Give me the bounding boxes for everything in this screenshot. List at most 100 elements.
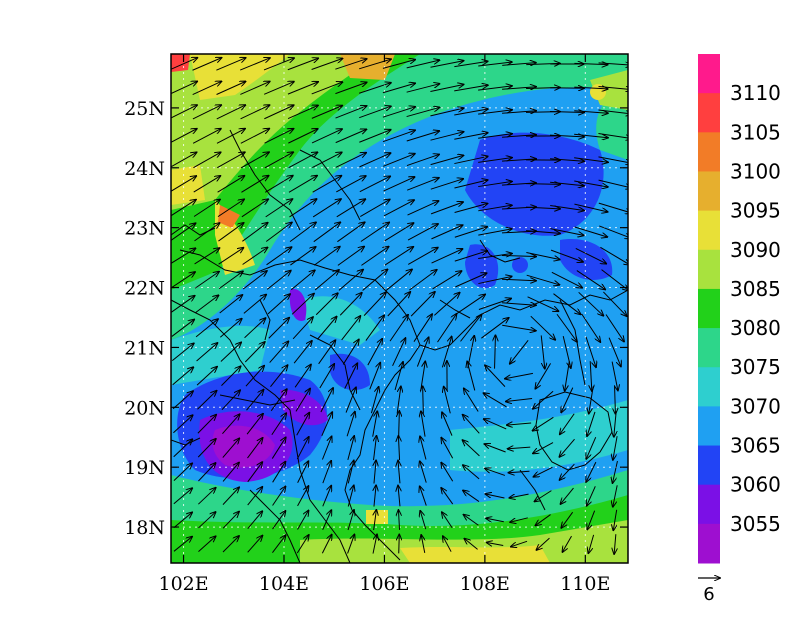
colorbar-swatch — [698, 288, 720, 329]
wind-vector — [267, 294, 290, 315]
wind-vector — [374, 510, 377, 531]
wind-vector — [478, 253, 512, 260]
y-tick-label: 22N — [124, 278, 165, 300]
wind-vector — [171, 248, 196, 264]
y-tick-label: 24N — [124, 158, 165, 180]
wind-vector — [587, 411, 596, 436]
wind-vector — [454, 227, 487, 238]
wind-vector — [421, 535, 425, 553]
wind-vector — [288, 129, 317, 144]
wind-vector — [359, 130, 390, 143]
wind-vector — [240, 129, 269, 144]
wind-vector — [265, 223, 292, 242]
wind-vector — [407, 224, 438, 241]
wind-vector — [430, 61, 464, 68]
wind-vector — [269, 341, 289, 363]
wind-vector — [550, 159, 584, 161]
wind-vector — [463, 490, 480, 502]
wind-vector — [197, 415, 216, 434]
wind-vector — [198, 536, 215, 553]
wind-vector — [534, 466, 553, 476]
wind-vector — [406, 107, 440, 118]
wind-vector — [421, 411, 426, 437]
wind-vector — [535, 363, 552, 388]
wind-vector — [336, 199, 366, 218]
wind-vector — [575, 247, 606, 263]
wind-vector — [382, 130, 415, 143]
wind-vector — [540, 335, 545, 368]
wind-vector — [535, 514, 551, 526]
x-tick-label: 108E — [460, 573, 510, 595]
wind-vector — [342, 340, 359, 365]
wind-vector — [389, 315, 408, 342]
wind-vector — [192, 129, 221, 144]
wind-vector — [264, 152, 293, 169]
colorbar-label: 3075 — [730, 355, 781, 379]
colorbar-label: 3080 — [730, 316, 781, 340]
wind-vector — [460, 315, 482, 342]
wind-vector — [441, 463, 454, 482]
wind-vector — [218, 271, 243, 290]
wind-vector — [370, 387, 378, 414]
wind-vector — [384, 223, 414, 242]
wind-vector — [574, 180, 607, 187]
wind-vector — [317, 317, 336, 340]
colorbar-label: 3100 — [730, 159, 781, 183]
border-province-c — [259, 299, 271, 341]
wind-vector — [198, 488, 215, 505]
wind-vector — [585, 336, 596, 367]
wind-vector — [589, 386, 594, 413]
coastline-hainan — [535, 391, 613, 471]
wind-vector — [484, 444, 506, 453]
wind-vector — [218, 223, 243, 242]
wind-vector — [192, 105, 221, 120]
contour-band-3070-center — [300, 296, 380, 345]
wind-vector — [171, 200, 196, 217]
wind-vector — [216, 81, 246, 95]
wind-vector — [322, 486, 331, 507]
wind-vector — [297, 461, 309, 483]
wind-vector — [535, 490, 552, 502]
colorbar-label: 3085 — [730, 277, 781, 301]
wind-vector — [321, 535, 331, 554]
wind-vector — [246, 414, 263, 435]
wind-vector — [335, 129, 367, 144]
wind-vector — [222, 487, 239, 505]
wind-vector — [363, 292, 386, 316]
wind-vector — [578, 291, 604, 315]
colorbar-swatch — [698, 406, 720, 447]
wind-vector — [423, 386, 424, 414]
wind-vector — [562, 535, 572, 552]
wind-vector — [242, 271, 267, 290]
wind-vector — [367, 339, 382, 366]
wind-vector — [454, 156, 487, 165]
wind-vector — [398, 486, 400, 507]
colorbar-label: 3065 — [730, 434, 781, 458]
wind-vector — [171, 343, 193, 362]
wind-vector — [293, 341, 312, 364]
x-tick-label: 102E — [158, 573, 208, 595]
wind-vector — [198, 512, 215, 529]
wind-vector — [432, 271, 462, 290]
wind-vector — [241, 199, 268, 218]
wind-vector — [297, 511, 309, 530]
wind-vector — [338, 270, 363, 291]
wind-vector — [509, 493, 529, 498]
wind-vector — [240, 82, 269, 95]
wind-vector — [264, 176, 293, 193]
wind-vector — [478, 298, 511, 310]
wind-vector — [322, 461, 331, 484]
wind-vector — [537, 537, 550, 550]
wind-vector — [195, 319, 218, 338]
wind-vector — [247, 487, 263, 506]
wind-vector — [312, 176, 342, 193]
wind-vector — [587, 486, 596, 505]
wind-vector — [171, 296, 194, 313]
wind-vector — [565, 361, 570, 391]
wind-vector — [315, 293, 338, 316]
wind-vector — [171, 105, 197, 119]
wind-vector — [247, 536, 263, 553]
wind-vector — [599, 225, 628, 238]
wind-vector — [171, 129, 196, 143]
wind-vector — [556, 313, 577, 341]
